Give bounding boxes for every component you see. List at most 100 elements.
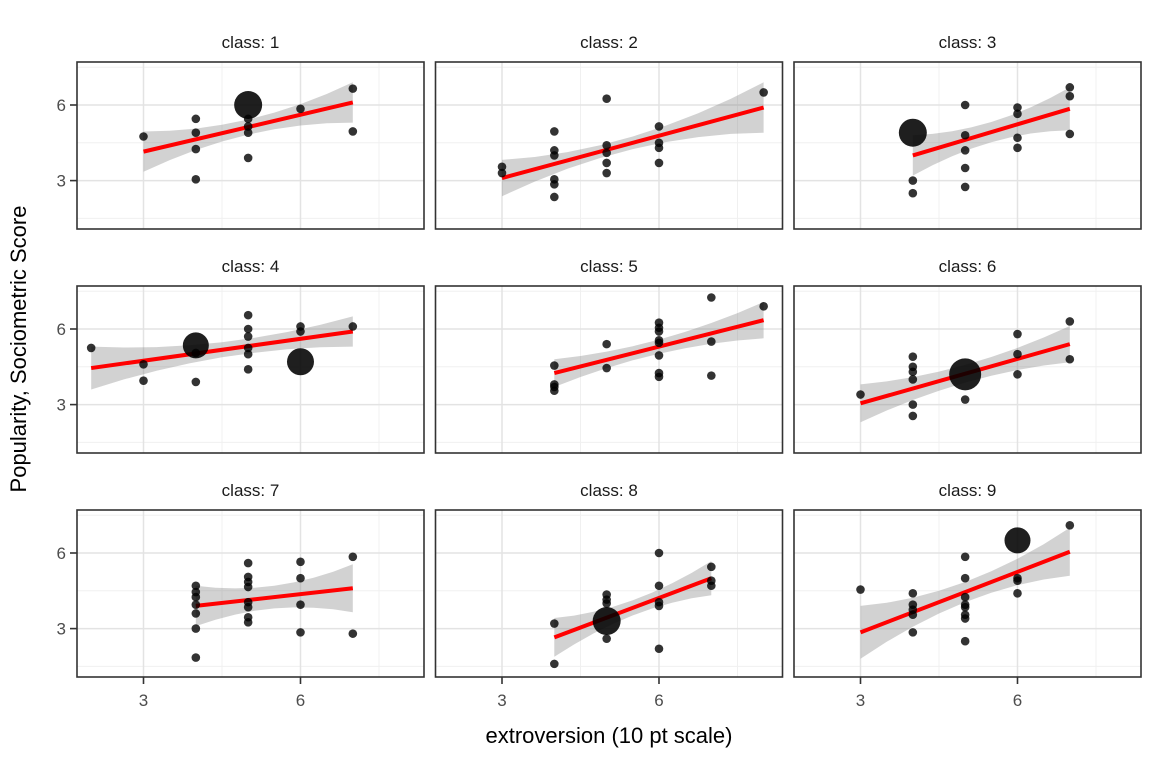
data-point [960,592,970,602]
data-point [602,94,611,103]
facet-title: class: 8 [580,481,638,500]
data-point [243,365,253,374]
data-point [550,386,559,396]
data-point [139,359,148,369]
data-point [550,659,559,669]
x-axis-title: extroversion (10 pt scale) [485,723,733,748]
data-point [908,176,918,185]
group-mean-point [234,91,263,119]
facet-title: class: 4 [222,257,280,276]
group-mean-point [286,348,314,376]
regression-line [553,576,713,640]
data-point [191,144,201,154]
data-point [243,602,253,612]
data-point [602,599,611,608]
panel-border [76,285,425,454]
data-point [191,653,201,662]
data-point [908,352,918,362]
regression-line [90,329,354,371]
data-point [497,162,507,172]
data-point [348,629,358,638]
data-point [1013,103,1022,112]
y-tick-label: 6 [57,544,66,563]
facet-title: class: 5 [580,257,638,276]
data-point [243,343,253,353]
data-point [654,158,664,168]
data-point [348,552,358,562]
data-point [654,122,664,131]
panel-border [793,509,1142,678]
data-point [1013,143,1022,153]
group-mean-point [182,332,209,359]
data-point [960,146,970,155]
group-mean-point [1004,527,1031,554]
data-point [1065,129,1075,139]
data-point [243,618,253,627]
data-point [191,581,201,591]
data-point [602,141,611,150]
data-point [550,619,559,628]
data-point [1065,354,1075,364]
facet-title: class: 7 [222,481,280,500]
data-point [602,339,611,349]
data-point [296,573,305,583]
data-point [908,628,918,637]
data-point [1065,520,1075,530]
data-point [191,624,201,633]
x-tick-label: 3 [139,691,148,710]
panel-border [434,61,784,230]
data-point [759,302,768,311]
x-tick-label: 3 [856,691,865,710]
data-point [191,114,201,124]
data-point [191,175,201,184]
data-point [908,411,918,421]
data-point [960,573,970,583]
data-point [960,602,970,612]
group-mean-point [592,607,621,636]
facet-title: class: 1 [222,33,280,52]
data-point [908,375,918,384]
y-tick-label: 6 [57,96,66,115]
data-point [243,332,253,341]
y-tick-label: 3 [57,620,66,639]
data-point [1013,133,1022,143]
facet-title: class: 9 [939,481,997,500]
data-point [1013,370,1022,379]
data-point [960,163,970,173]
data-point [707,581,716,591]
data-point [856,585,865,594]
y-tick-label: 3 [57,396,66,415]
panel-border [793,61,1142,230]
data-point [296,628,305,637]
data-point [960,130,970,140]
data-point [191,609,201,618]
data-point [654,351,664,360]
data-point [86,343,96,353]
data-point [654,644,664,654]
confidence-band [91,316,353,390]
regression-line [912,106,1071,158]
regression-line [195,586,354,608]
data-point [602,634,611,643]
panel-background [77,510,424,677]
data-point [1013,589,1022,598]
panel-background [794,62,1141,229]
data-point [243,582,253,592]
data-point [243,349,253,359]
panel-border [76,509,425,678]
data-point [1065,83,1075,92]
data-point [1013,329,1022,339]
data-point [654,338,664,348]
data-point [960,614,970,623]
x-tick-label: 6 [1013,691,1022,710]
data-point [759,88,768,97]
data-point [243,128,253,138]
data-point [550,127,559,136]
data-point [550,151,559,160]
data-point [654,548,664,558]
data-point [550,192,559,202]
data-point [707,293,716,302]
data-point [960,182,970,192]
